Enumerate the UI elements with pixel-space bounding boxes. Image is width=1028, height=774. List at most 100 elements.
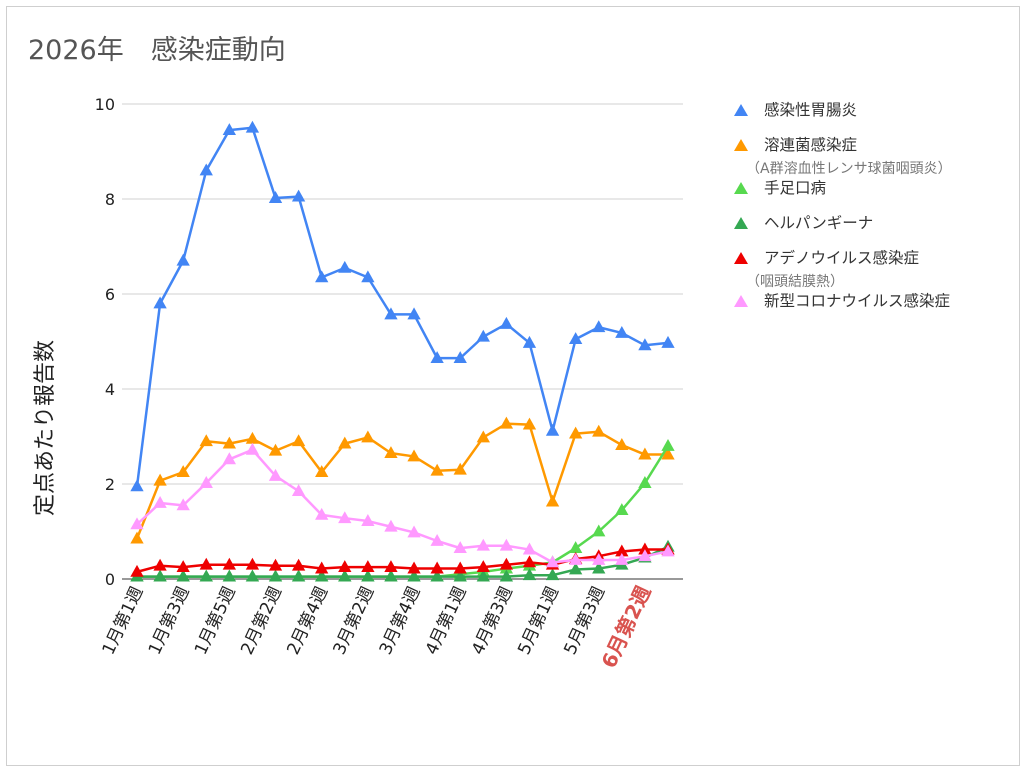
y-tick-label: 10 [95,95,115,114]
data-point [661,335,675,348]
data-point [130,479,144,492]
data-point [569,426,583,439]
series-line [137,545,669,578]
data-point [176,465,190,478]
x-tick-label: 1月第1週 [99,584,148,658]
data-point [569,332,583,345]
data-point [638,338,652,351]
legend-label: 新型コロナウイルス感染症 [764,292,951,310]
data-point [176,569,190,582]
data-point [430,463,444,476]
x-tick-label: 3月第4週 [376,584,425,658]
data-point [638,542,652,555]
data-point [592,561,606,574]
data-point [315,561,329,574]
data-point [384,307,398,320]
data-point [291,484,306,497]
legend-triangle-icon [734,182,748,194]
series-line [135,422,668,540]
data-point [522,417,537,430]
series-line [136,448,669,564]
legend-triangle-icon [734,217,748,229]
data-point [453,569,467,582]
data-point [638,549,652,562]
chart-legend: 感染性胃腸炎 溶連菌感染症 （A群溶血性レンサ球菌咽頭炎） 手足口病 ヘルパンギーナ アデ… [728,100,1018,326]
chart-card [6,6,1020,766]
data-point [545,568,560,581]
data-point [569,562,583,575]
legend-item: ヘルパンギーナ [728,213,1018,248]
x-tick-label: 1月第5週 [191,584,240,658]
x-tick-label: 4月第1週 [422,584,471,658]
data-point [245,442,260,455]
legend-item: 新型コロナウイルス感染症 [728,291,1018,326]
data-point [615,503,629,516]
data-point [615,553,629,565]
data-point [499,316,514,329]
chart-title: 2026年 感染症動向 [28,35,286,66]
data-point [661,439,675,451]
data-point [176,560,190,573]
data-point [315,569,329,582]
data-point [291,558,306,571]
data-point [268,443,283,456]
data-point [638,447,652,460]
legend-item: 手足口病 [728,178,1018,213]
data-point [384,446,398,459]
legend-item: 感染性胃腸炎 [728,100,1018,135]
data-point [338,511,352,524]
legend-label: 手足口病 [764,179,827,197]
data-point [407,449,421,462]
x-tick-label: 1月第3週 [145,584,194,658]
data-point [291,434,306,447]
data-point [476,560,490,573]
data-point [153,296,167,309]
data-point [592,553,606,565]
data-point [338,260,352,273]
y-tick-label: 4 [105,380,115,399]
data-point [453,351,467,364]
data-point [199,163,213,176]
data-point [384,569,398,582]
data-point [545,555,560,568]
legend-item: 溶連菌感染症 （A群溶血性レンサ球菌咽頭炎） [728,135,1018,178]
data-point [453,541,467,554]
data-point [268,569,283,582]
data-point [522,335,537,348]
data-point [245,120,260,133]
data-point [222,557,236,570]
data-point [291,189,306,202]
data-point [430,561,444,574]
data-point [222,452,236,465]
data-point [407,307,421,320]
data-point [130,531,144,544]
data-point [315,507,329,520]
y-axis-ticks: 0 2 4 6 8 10 [95,95,115,589]
x-tick-label: 2月第4週 [283,584,332,658]
data-point [522,555,537,568]
data-point [315,270,329,283]
data-point [222,436,236,449]
data-point [661,544,675,557]
data-point [453,561,467,574]
data-point [453,462,467,475]
data-point [361,560,375,573]
data-point [153,569,167,582]
data-point [153,473,167,486]
legend-triangle-icon [734,139,748,151]
data-point [661,447,675,460]
data-point [569,541,583,554]
data-point [522,542,537,555]
data-point [176,253,190,266]
data-point [407,525,421,538]
data-point [199,476,213,488]
data-point [615,544,629,557]
data-point [638,476,652,488]
data-point [615,325,629,338]
data-point [569,553,583,565]
data-point [130,564,144,577]
data-point [199,434,213,447]
data-point [430,534,444,546]
data-point [592,424,606,437]
